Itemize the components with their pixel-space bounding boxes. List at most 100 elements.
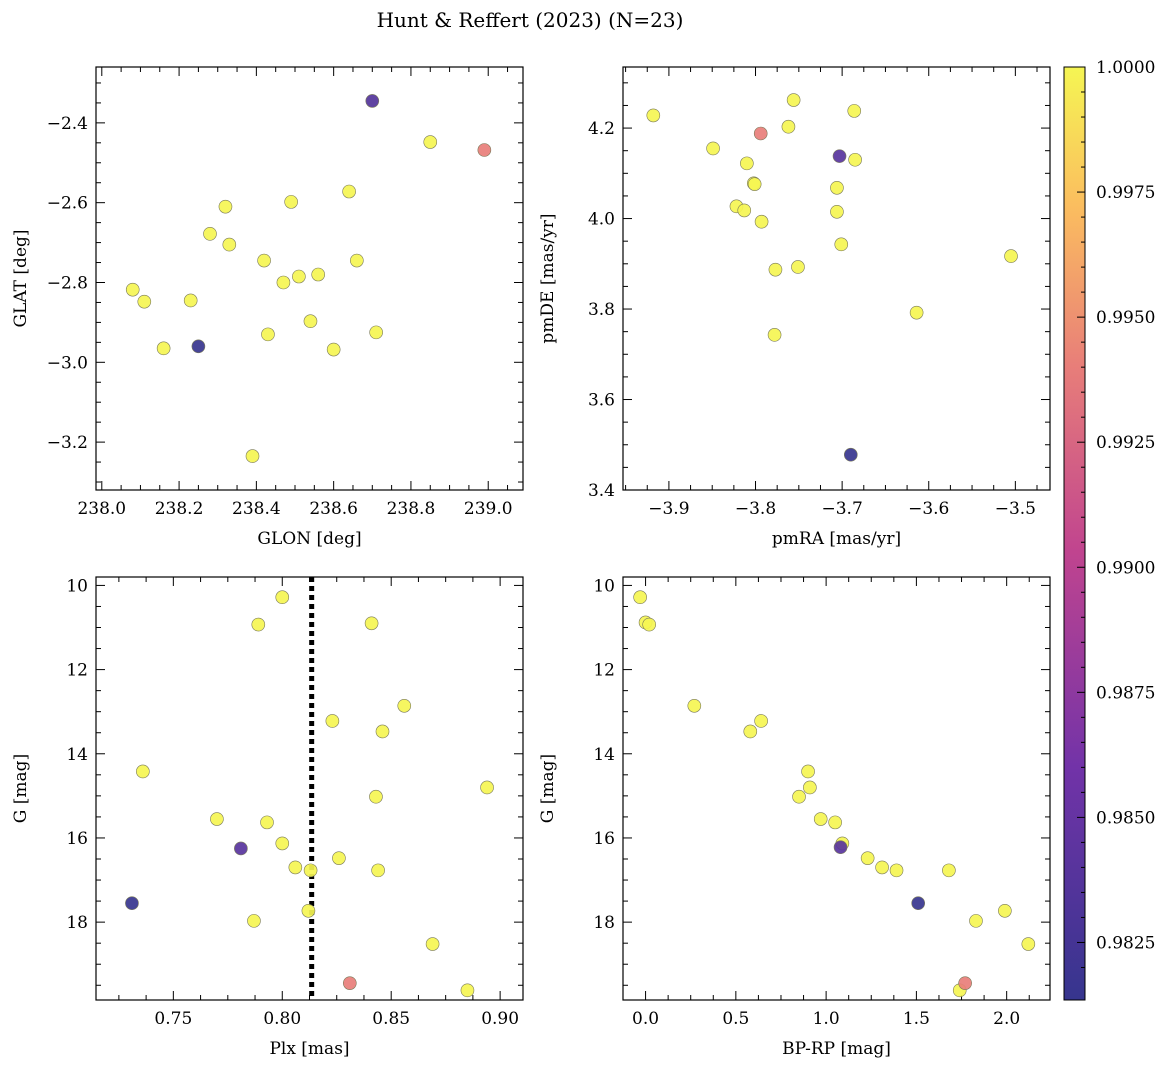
data-point	[828, 815, 842, 830]
colorbar-tick-label: 1.0000	[1096, 58, 1155, 78]
y-tick-label: −2.8	[47, 273, 88, 293]
data-point	[460, 983, 475, 998]
data-point	[292, 269, 306, 284]
y-tick-label: 3.6	[588, 391, 615, 411]
data-point	[803, 780, 817, 795]
data-point	[843, 447, 858, 462]
y-tick-label: 3.8	[588, 300, 615, 320]
y-tick-label: 18	[593, 913, 615, 933]
data-point	[801, 764, 815, 779]
x-axis-label: BP-RP [mag]	[782, 1039, 891, 1059]
y-tick-label: 14	[593, 745, 615, 765]
data-point	[125, 896, 139, 910]
y-tick-label: −3.2	[47, 433, 88, 453]
x-tick-label: 238.8	[387, 499, 436, 519]
data-point	[303, 314, 318, 328]
data-point	[234, 841, 248, 856]
x-tick-label: 0.90	[481, 1009, 519, 1029]
x-tick-label: 0.5	[722, 1009, 749, 1029]
data-point	[832, 149, 847, 163]
y-tick-label: 12	[66, 661, 88, 681]
colorbar: 0.9825 0.9850 0.9875 0.9900 0.9925 0.9950 0.99…	[1063, 58, 1155, 1001]
data-point	[326, 342, 341, 357]
x-tick-label: 0.85	[372, 1009, 410, 1029]
data-point	[767, 328, 782, 342]
plot-frame	[622, 576, 1051, 1001]
panel-2: −3.9 −3.8 −3.7 −3.6 −3.5 3.4 3.6 3.8 4.0 4.2 pmRA …	[538, 66, 1051, 549]
data-point	[830, 204, 844, 219]
colorbar-tick-label: 0.9850	[1096, 808, 1155, 828]
data-point	[958, 976, 972, 990]
data-point	[833, 840, 848, 855]
data-point	[480, 780, 494, 795]
data-point	[275, 836, 290, 851]
data-point	[288, 860, 303, 875]
panel-1: 238.0 238.2 238.4 238.6 238.8 239.0 −2.4 −2.6 −2…	[11, 66, 524, 549]
data-point	[875, 860, 889, 875]
data-point	[203, 227, 217, 241]
x-axis-label: GLON [deg]	[257, 529, 361, 549]
x-tick-label: 238.2	[155, 499, 204, 519]
data-point	[942, 863, 956, 878]
data-point	[365, 94, 380, 108]
x-tick-label: 0.0	[632, 1009, 659, 1029]
data-point	[210, 812, 224, 826]
data-point	[342, 184, 356, 199]
y-tick-label: −2.6	[47, 194, 88, 214]
data-point	[706, 141, 720, 156]
data-point	[137, 294, 152, 309]
data-point	[375, 724, 390, 739]
data-point	[350, 253, 364, 268]
data-point	[754, 714, 768, 728]
data-point	[998, 903, 1012, 918]
plot-frame	[622, 66, 1051, 491]
panel-4: 0.0 0.5 1.0 1.5 2.0 10 12 14 16 18 BP-RP [mag] G [m…	[538, 576, 1051, 1059]
data-point	[834, 237, 849, 252]
data-point	[276, 275, 291, 290]
data-point	[646, 108, 661, 123]
data-point	[125, 282, 140, 297]
data-point	[687, 698, 702, 713]
data-point	[1021, 937, 1036, 951]
data-point	[369, 789, 383, 804]
data-point	[371, 863, 385, 878]
data-point	[311, 267, 325, 282]
colorbar-tick-label: 0.9900	[1096, 558, 1155, 578]
data-point	[222, 237, 237, 252]
x-tick-label: 238.6	[309, 499, 358, 519]
data-point	[218, 199, 233, 214]
panels: 238.0 238.2 238.4 238.6 238.8 239.0 −2.4 −2.6 −2…	[11, 66, 1051, 1059]
data-point	[737, 203, 752, 218]
data-point	[477, 143, 492, 157]
panel-3: 0.75 0.80 0.85 0.90 10 12 14 16 18 Plx [mas] G [ma…	[11, 576, 524, 1059]
colorbar-tick-label: 0.9975	[1096, 183, 1155, 203]
data-point	[633, 590, 647, 605]
x-tick-label: 1.0	[813, 1009, 840, 1029]
data-point	[251, 617, 266, 632]
data-point	[768, 262, 783, 277]
data-point	[257, 253, 271, 268]
data-point	[753, 126, 768, 141]
data-point	[275, 590, 290, 605]
data-point	[754, 214, 769, 229]
data-point	[423, 135, 438, 149]
data-point	[343, 976, 357, 990]
data-point	[860, 851, 875, 865]
data-point	[792, 789, 806, 804]
data-point	[397, 698, 412, 713]
x-tick-label: 238.0	[77, 499, 126, 519]
y-tick-label: 10	[66, 576, 88, 596]
data-point	[332, 851, 346, 865]
data-point	[425, 937, 440, 951]
data-point	[369, 325, 383, 340]
x-tick-label: 0.75	[154, 1009, 192, 1029]
y-tick-label: 3.4	[588, 481, 615, 501]
y-axis-label: pmDE [mas/yr]	[538, 213, 558, 343]
data-point	[260, 815, 274, 830]
x-tick-label: −3.8	[735, 499, 776, 519]
data-point	[1004, 249, 1018, 263]
y-tick-label: 4.0	[588, 210, 615, 230]
data-point	[911, 896, 925, 910]
y-axis-label: G [mag]	[11, 754, 31, 823]
